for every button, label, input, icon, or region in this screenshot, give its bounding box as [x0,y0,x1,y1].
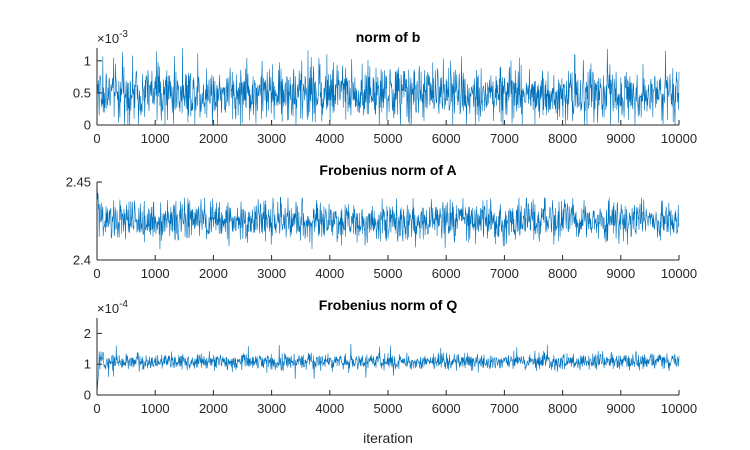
x-tick-label: 0 [93,401,100,416]
x-axis-label: iteration [363,430,413,446]
x-tick-label: 7000 [490,266,519,281]
x-tick-label: 6000 [432,131,461,146]
x-tick-label: 9000 [606,401,635,416]
x-tick-label: 5000 [374,266,403,281]
x-tick-label: 6000 [432,266,461,281]
subplot-title: norm of b [356,29,421,45]
x-tick-label: 8000 [548,266,577,281]
x-tick-label: 3000 [257,131,286,146]
x-tick-label: 2000 [199,266,228,281]
x-tick-label: 0 [93,131,100,146]
y-axis-multiplier: ×10-4 [97,299,128,316]
x-tick-label: 5000 [374,401,403,416]
x-tick-label: 3000 [257,401,286,416]
x-tick-label: 10000 [661,266,697,281]
x-tick-label: 3000 [257,266,286,281]
y-tick-label: 2.4 [73,253,91,268]
y-multiplier-exponent: -4 [119,299,128,310]
x-tick-label: 1000 [141,266,170,281]
x-tick-label: 7000 [490,131,519,146]
x-tick-label: 10000 [661,131,697,146]
y-multiplier-exponent: -3 [119,29,128,40]
x-tick-label: 7000 [490,401,519,416]
y-tick-label: 0 [84,118,91,133]
x-tick-label: 4000 [315,131,344,146]
subplot-frobenius-norm-of-q: Frobenius norm of Q ×10-4 iteration 0 100… [84,297,697,446]
x-tick-label: 2000 [199,131,228,146]
y-tick-label: 0 [84,388,91,403]
x-tick-label: 9000 [606,131,635,146]
y-tick-label: 1 [84,357,91,372]
subplot-norm-of-b: norm of b ×10-3 0 1000 2000 3000 4000 5000 600… [73,29,697,146]
series-line [96,344,680,396]
x-tick-label: 9000 [606,266,635,281]
y-multiplier-base: ×10 [97,301,119,316]
x-tick-label: 6000 [432,401,461,416]
series-line [96,181,680,250]
x-tick-label: 1000 [141,401,170,416]
y-axis-multiplier: ×10-3 [97,29,128,46]
x-tick-label: 8000 [548,401,577,416]
y-tick-label: 0.5 [73,85,91,100]
x-tick-label: 4000 [315,401,344,416]
subplot-title: Frobenius norm of A [319,162,456,178]
x-tick-label: 5000 [374,131,403,146]
y-tick-label: 2 [84,326,91,341]
x-tick-label: 2000 [199,401,228,416]
series-line [96,48,680,126]
x-tick-label: 0 [93,266,100,281]
x-tick-label: 4000 [315,266,344,281]
y-tick-label: 2.45 [66,175,91,190]
x-tick-label: 10000 [661,401,697,416]
y-multiplier-base: ×10 [97,31,119,46]
subplot-title: Frobenius norm of Q [319,297,458,313]
x-tick-label: 8000 [548,131,577,146]
x-tick-label: 1000 [141,131,170,146]
y-tick-label: 1 [84,53,91,68]
subplot-frobenius-norm-of-a: Frobenius norm of A 0 1000 2000 3000 4000 500… [66,162,697,281]
